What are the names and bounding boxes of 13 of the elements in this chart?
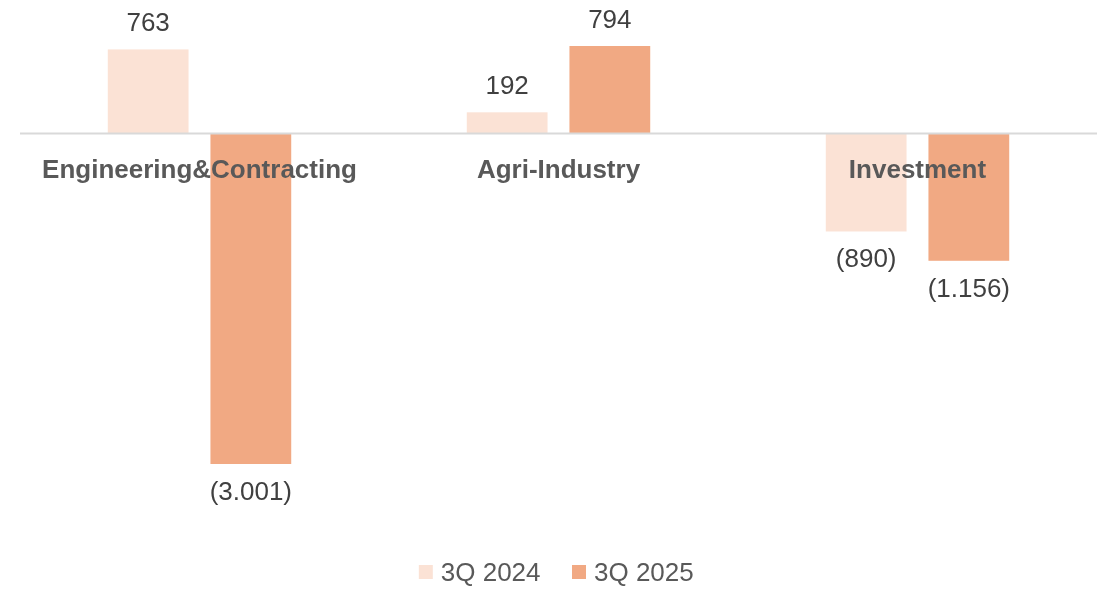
bar	[107, 49, 189, 134]
data-label: (1.156)	[927, 272, 1011, 303]
data-label: (890)	[835, 243, 897, 274]
x-tick-label: Investment	[848, 154, 987, 185]
data-label: (3.001)	[209, 476, 293, 506]
data-label: 192	[485, 70, 529, 101]
legend-label: 3Q 2025	[594, 557, 694, 587]
legend-label: 3Q 2024	[440, 557, 541, 587]
data-label: 794	[588, 4, 632, 34]
bar	[569, 46, 651, 134]
bar	[466, 112, 548, 134]
data-label: 763	[126, 7, 170, 38]
x-tick-label: Agri-Industry	[476, 154, 641, 185]
